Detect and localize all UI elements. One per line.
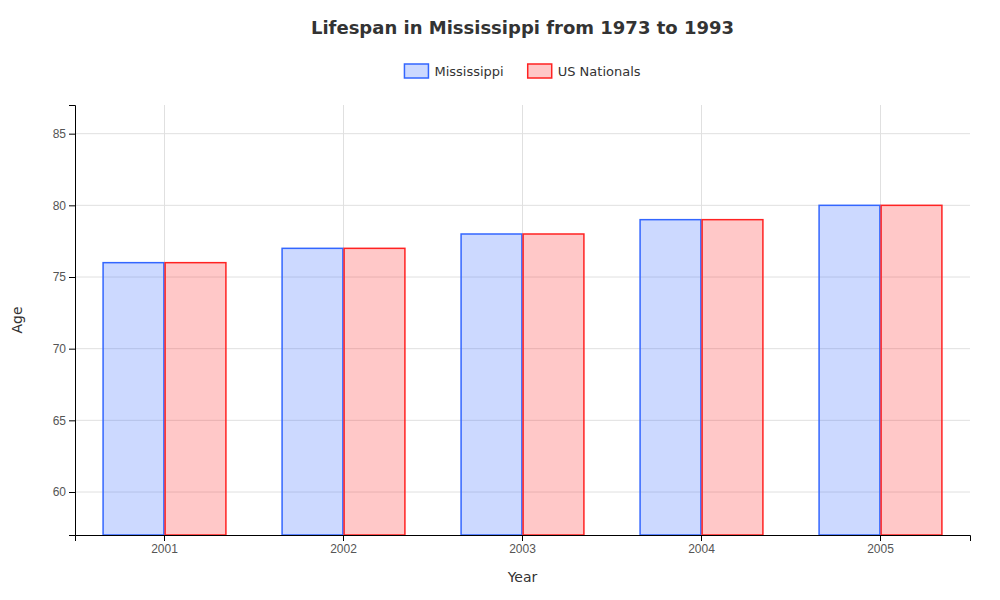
x-tick: 2003 [509, 535, 536, 556]
x-tick: 2001 [151, 535, 178, 556]
bar [881, 205, 942, 535]
title: Lifespan in Mississippi from 1973 to 199… [311, 17, 734, 38]
x-tick-mark [701, 535, 702, 541]
y-axis-line [69, 106, 76, 536]
bar [640, 220, 701, 535]
x-tick-label: 2003 [509, 542, 536, 556]
legend-swatch [528, 64, 552, 78]
y-tick-mark [69, 205, 75, 206]
x-tick-label: 2005 [867, 542, 894, 556]
x-tick-label: 2004 [688, 542, 715, 556]
x-tick: 2004 [688, 535, 715, 556]
y-axis: 60 65 70 75 80 85 [53, 106, 76, 536]
y-tick-mark [69, 277, 75, 278]
y-tick-label: 70 [53, 342, 67, 356]
legend-label: Mississippi [434, 64, 503, 79]
y-tick-mark [69, 492, 75, 493]
plot: 60 65 70 75 80 85 2001 2002 2003 2004 2005 [53, 105, 971, 556]
y-tick: 65 [53, 414, 75, 428]
legend-item: US Nationals [528, 64, 641, 79]
chart: 60 65 70 75 80 85 2001 2002 2003 2004 2005 Year Age L… [0, 0, 1000, 600]
bar [523, 234, 584, 535]
bar [103, 263, 164, 535]
legend: Mississippi US Nationals [404, 64, 640, 79]
x-tick-mark [880, 535, 881, 541]
bar [819, 205, 880, 535]
y-tick: 80 [53, 199, 75, 213]
x-tick-mark [343, 535, 344, 541]
y-tick-label: 75 [53, 270, 67, 284]
grid [75, 105, 970, 535]
y-tick: 85 [53, 127, 75, 141]
bar-series [165, 205, 942, 535]
y-tick-label: 65 [53, 414, 67, 428]
bar [461, 234, 522, 535]
bar [282, 248, 343, 535]
legend-label: US Nationals [558, 64, 641, 79]
y-tick-mark [69, 134, 75, 135]
bar-series [103, 205, 880, 535]
bars [103, 205, 942, 535]
bar [702, 220, 763, 535]
legend-item: Mississippi [404, 64, 503, 79]
bar [165, 263, 226, 535]
x-tick-label: 2002 [330, 542, 357, 556]
y-tick-label: 85 [53, 127, 67, 141]
y-tick: 70 [53, 342, 75, 356]
x-axis-line [76, 536, 971, 542]
x-tick-mark [164, 535, 165, 541]
x-axis-title: Year [507, 569, 538, 585]
y-tick-mark [69, 420, 75, 421]
bar [344, 248, 405, 535]
x-tick-label: 2001 [151, 542, 178, 556]
x-axis: 2001 2002 2003 2004 2005 [76, 535, 971, 556]
x-tick: 2002 [330, 535, 357, 556]
y-tick-label: 60 [53, 485, 67, 499]
y-axis-title: Age [9, 306, 25, 333]
legend-swatch [404, 64, 428, 78]
x-tick: 2005 [867, 535, 894, 556]
y-tick-mark [69, 349, 75, 350]
y-tick: 75 [53, 270, 75, 284]
x-tick-mark [522, 535, 523, 541]
y-tick-label: 80 [53, 199, 67, 213]
y-tick: 60 [53, 485, 75, 499]
